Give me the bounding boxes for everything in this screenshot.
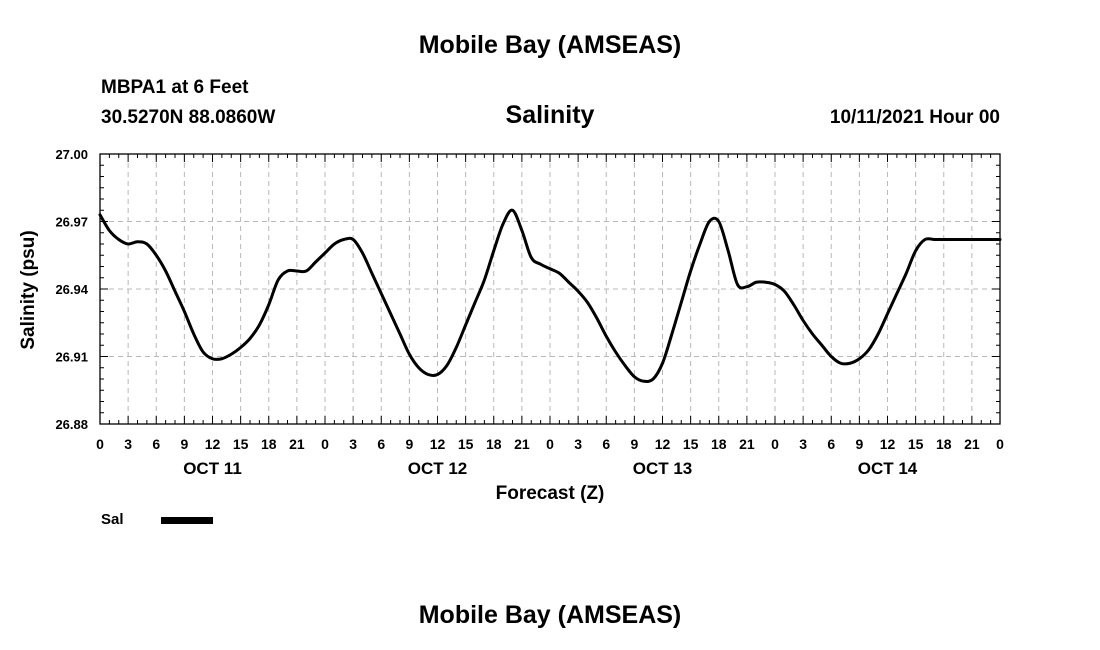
x-tick-label: 0 [996,436,1004,452]
legend-swatch [161,517,213,524]
forecast-run-time: 10/11/2021 Hour 00 [829,107,1000,128]
x-tick-label: 18 [711,436,727,452]
x-tick-label: 15 [233,436,249,452]
x-tick-label: 3 [349,436,357,452]
x-tick-label: 6 [602,436,610,452]
x-tick-label: 3 [799,436,807,452]
station-label: MBPA1 at 6 Feet [101,77,249,98]
chart-title: Salinity [505,101,595,129]
axis-ticks [99,153,1001,425]
series-line-sal [98,208,1002,383]
x-tick-label: 6 [377,436,385,452]
x-tick-label: 0 [546,436,554,452]
x-tick-label: 15 [683,436,699,452]
day-label: OCT 13 [633,459,693,478]
x-tick-label: 9 [405,436,413,452]
y-tick-label: 26.97 [55,215,88,230]
x-tick-label: 0 [771,436,779,452]
y-tick-label: 27.00 [55,147,88,162]
day-label: OCT 11 [183,459,242,478]
legend-label: Sal [101,511,124,528]
day-label: OCT 12 [408,459,468,478]
x-tick-label: 21 [964,436,980,452]
x-axis-label: Forecast (Z) [495,483,605,504]
y-tick-label: 26.88 [55,417,88,432]
x-tick-label: 9 [180,436,188,452]
y-tick-labels: 27.00 26.97 26.94 26.91 26.88 [55,147,88,432]
x-tick-label: 18 [936,436,952,452]
x-tick-label: 12 [205,436,221,452]
x-tick-label: 0 [321,436,329,452]
x-tick-label: 3 [574,436,582,452]
y-tick-label: 26.94 [55,282,88,297]
day-label: OCT 14 [858,459,918,478]
x-tick-label: 21 [289,436,305,452]
x-tick-label: 6 [152,436,160,452]
x-tick-label: 12 [430,436,446,452]
grid-lines [100,154,1000,424]
footer-title: Mobile Bay (AMSEAS) [418,601,682,629]
y-axis-label: Salinity (psu) [18,230,39,349]
x-tick-label: 15 [458,436,474,452]
x-tick-label: 18 [261,436,277,452]
x-tick-label: 6 [827,436,835,452]
page-title: Mobile Bay (AMSEAS) [418,31,682,59]
day-labels: OCT 11 OCT 12 OCT 13 OCT 14 [183,459,918,478]
x-tick-label: 12 [880,436,896,452]
x-tick-label: 18 [486,436,502,452]
x-tick-label: 3 [124,436,132,452]
x-tick-label: 12 [655,436,671,452]
x-tick-label: 21 [739,436,755,452]
station-coordinates: 30.5270N 88.0860W [101,107,276,128]
x-tick-label: 0 [96,436,104,452]
x-tick-labels: 0 3 6 9 12 15 18 21 0 3 6 9 12 15 18 21 0 3 6 9 12 15 18 21 0 3 6 9… [96,436,1004,452]
x-tick-label: 15 [908,436,924,452]
x-tick-label: 9 [855,436,863,452]
x-tick-label: 21 [514,436,530,452]
y-tick-label: 26.91 [55,350,88,365]
plot-frame [99,153,1001,425]
x-tick-label: 9 [630,436,638,452]
